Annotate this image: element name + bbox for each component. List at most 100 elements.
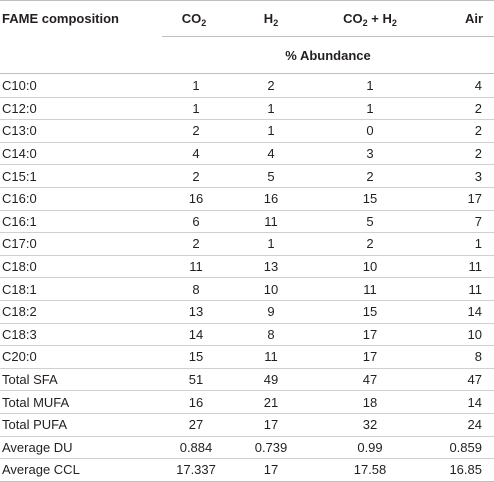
table-cell: 24 [424, 413, 494, 437]
table-cell: 18 [316, 390, 424, 414]
table-cell: 17 [424, 187, 494, 211]
table-cell: 11 [316, 277, 424, 301]
table-cell: 27 [162, 413, 226, 437]
table-cell: 0 [316, 119, 424, 143]
table-row: C18:0 11 13 10 11 [0, 255, 494, 279]
table-cell: 2 [162, 119, 226, 143]
table-cell: 17 [316, 323, 424, 347]
row-label: Total SFA [0, 368, 162, 392]
column-header-co2-h2: CO2 + H2 [316, 0, 424, 37]
table-cell: 9 [226, 300, 316, 324]
table-row: Total PUFA 27 17 32 24 [0, 413, 494, 437]
table-cell: 16.85 [424, 458, 494, 482]
table-row: Total SFA 51 49 47 47 [0, 368, 494, 392]
table-cell: 3 [424, 164, 494, 188]
row-label: Total MUFA [0, 390, 162, 414]
row-label: C10:0 [0, 73, 162, 98]
table-cell: 17 [226, 458, 316, 482]
row-label: C18:2 [0, 300, 162, 324]
row-label: C16:1 [0, 210, 162, 234]
table-cell: 15 [162, 345, 226, 369]
table-cell: 14 [162, 323, 226, 347]
table-cell: 21 [226, 390, 316, 414]
table-row: C20:0 15 11 17 8 [0, 345, 494, 369]
row-label: Total PUFA [0, 413, 162, 437]
table-cell: 2 [162, 164, 226, 188]
row-label-header: FAME composition [0, 0, 162, 37]
row-label: C18:0 [0, 255, 162, 279]
table-cell: 0.739 [226, 436, 316, 460]
row-label: C15:1 [0, 164, 162, 188]
table-cell: 8 [162, 277, 226, 301]
table-header: FAME composition CO2 H2 CO2 + H2 Air % A… [0, 0, 494, 74]
table-row: Average CCL 17.337 17 17.58 16.85 [0, 458, 494, 482]
table-cell: 17.337 [162, 458, 226, 482]
table-cell: 47 [424, 368, 494, 392]
table-cell: 16 [162, 187, 226, 211]
table-cell: 4 [162, 142, 226, 166]
row-label: C16:0 [0, 187, 162, 211]
column-header-air: Air [424, 0, 494, 37]
unit-row: % Abundance [0, 36, 494, 74]
table-row: C12:0 1 1 1 2 [0, 97, 494, 121]
table-row: Average DU 0.884 0.739 0.99 0.859 [0, 436, 494, 460]
table-cell: 14 [424, 390, 494, 414]
table-cell: 8 [424, 345, 494, 369]
table-row: C18:2 13 9 15 14 [0, 300, 494, 324]
table-row: C17:0 2 1 2 1 [0, 232, 494, 256]
table-cell: 11 [226, 345, 316, 369]
table-cell: 1 [316, 73, 424, 98]
table-body: C10:0 1 2 1 4 C12:0 1 1 1 2 C13:0 2 1 0 2 C14:0 4 4 3 2 C15:… [0, 73, 494, 482]
table-cell: 51 [162, 368, 226, 392]
table-cell: 2 [316, 232, 424, 256]
table-cell: 2 [424, 142, 494, 166]
table-cell: 10 [226, 277, 316, 301]
table-cell: 1 [162, 73, 226, 98]
row-label: Average CCL [0, 458, 162, 482]
table-row: C18:1 8 10 11 11 [0, 277, 494, 301]
table-cell: 0.99 [316, 436, 424, 460]
table-row: C14:0 4 4 3 2 [0, 142, 494, 166]
table-cell: 0.884 [162, 436, 226, 460]
table-cell: 4 [424, 73, 494, 98]
table-cell: 0.859 [424, 436, 494, 460]
unit-header: % Abundance [162, 36, 494, 74]
table-cell: 17 [316, 345, 424, 369]
row-label: C18:3 [0, 323, 162, 347]
table-cell: 13 [162, 300, 226, 324]
table-cell: 49 [226, 368, 316, 392]
table-cell: 17.58 [316, 458, 424, 482]
table-cell: 4 [226, 142, 316, 166]
table-cell: 1 [226, 232, 316, 256]
table-row: C13:0 2 1 0 2 [0, 119, 494, 143]
table-cell: 1 [226, 119, 316, 143]
table-row: Total MUFA 16 21 18 14 [0, 390, 494, 414]
row-label: C18:1 [0, 277, 162, 301]
row-label: C12:0 [0, 97, 162, 121]
table-cell: 1 [226, 97, 316, 121]
row-label: C14:0 [0, 142, 162, 166]
table-cell: 5 [226, 164, 316, 188]
table-cell: 3 [316, 142, 424, 166]
column-header-co2: CO2 [162, 0, 226, 37]
table-cell: 10 [424, 323, 494, 347]
table-cell: 11 [424, 255, 494, 279]
table-cell: 2 [424, 97, 494, 121]
table-cell: 13 [226, 255, 316, 279]
table-row: C18:3 14 8 17 10 [0, 323, 494, 347]
row-label: C17:0 [0, 232, 162, 256]
table-cell: 2 [162, 232, 226, 256]
row-label: C20:0 [0, 345, 162, 369]
table-cell: 11 [162, 255, 226, 279]
table-cell: 7 [424, 210, 494, 234]
table-cell: 11 [424, 277, 494, 301]
row-label: Average DU [0, 436, 162, 460]
table-cell: 8 [226, 323, 316, 347]
table-row: C16:0 16 16 15 17 [0, 187, 494, 211]
table-row: C15:1 2 5 2 3 [0, 164, 494, 188]
table-cell: 1 [162, 97, 226, 121]
table-cell: 2 [316, 164, 424, 188]
table-cell: 14 [424, 300, 494, 324]
header-row: FAME composition CO2 H2 CO2 + H2 Air [0, 0, 494, 37]
